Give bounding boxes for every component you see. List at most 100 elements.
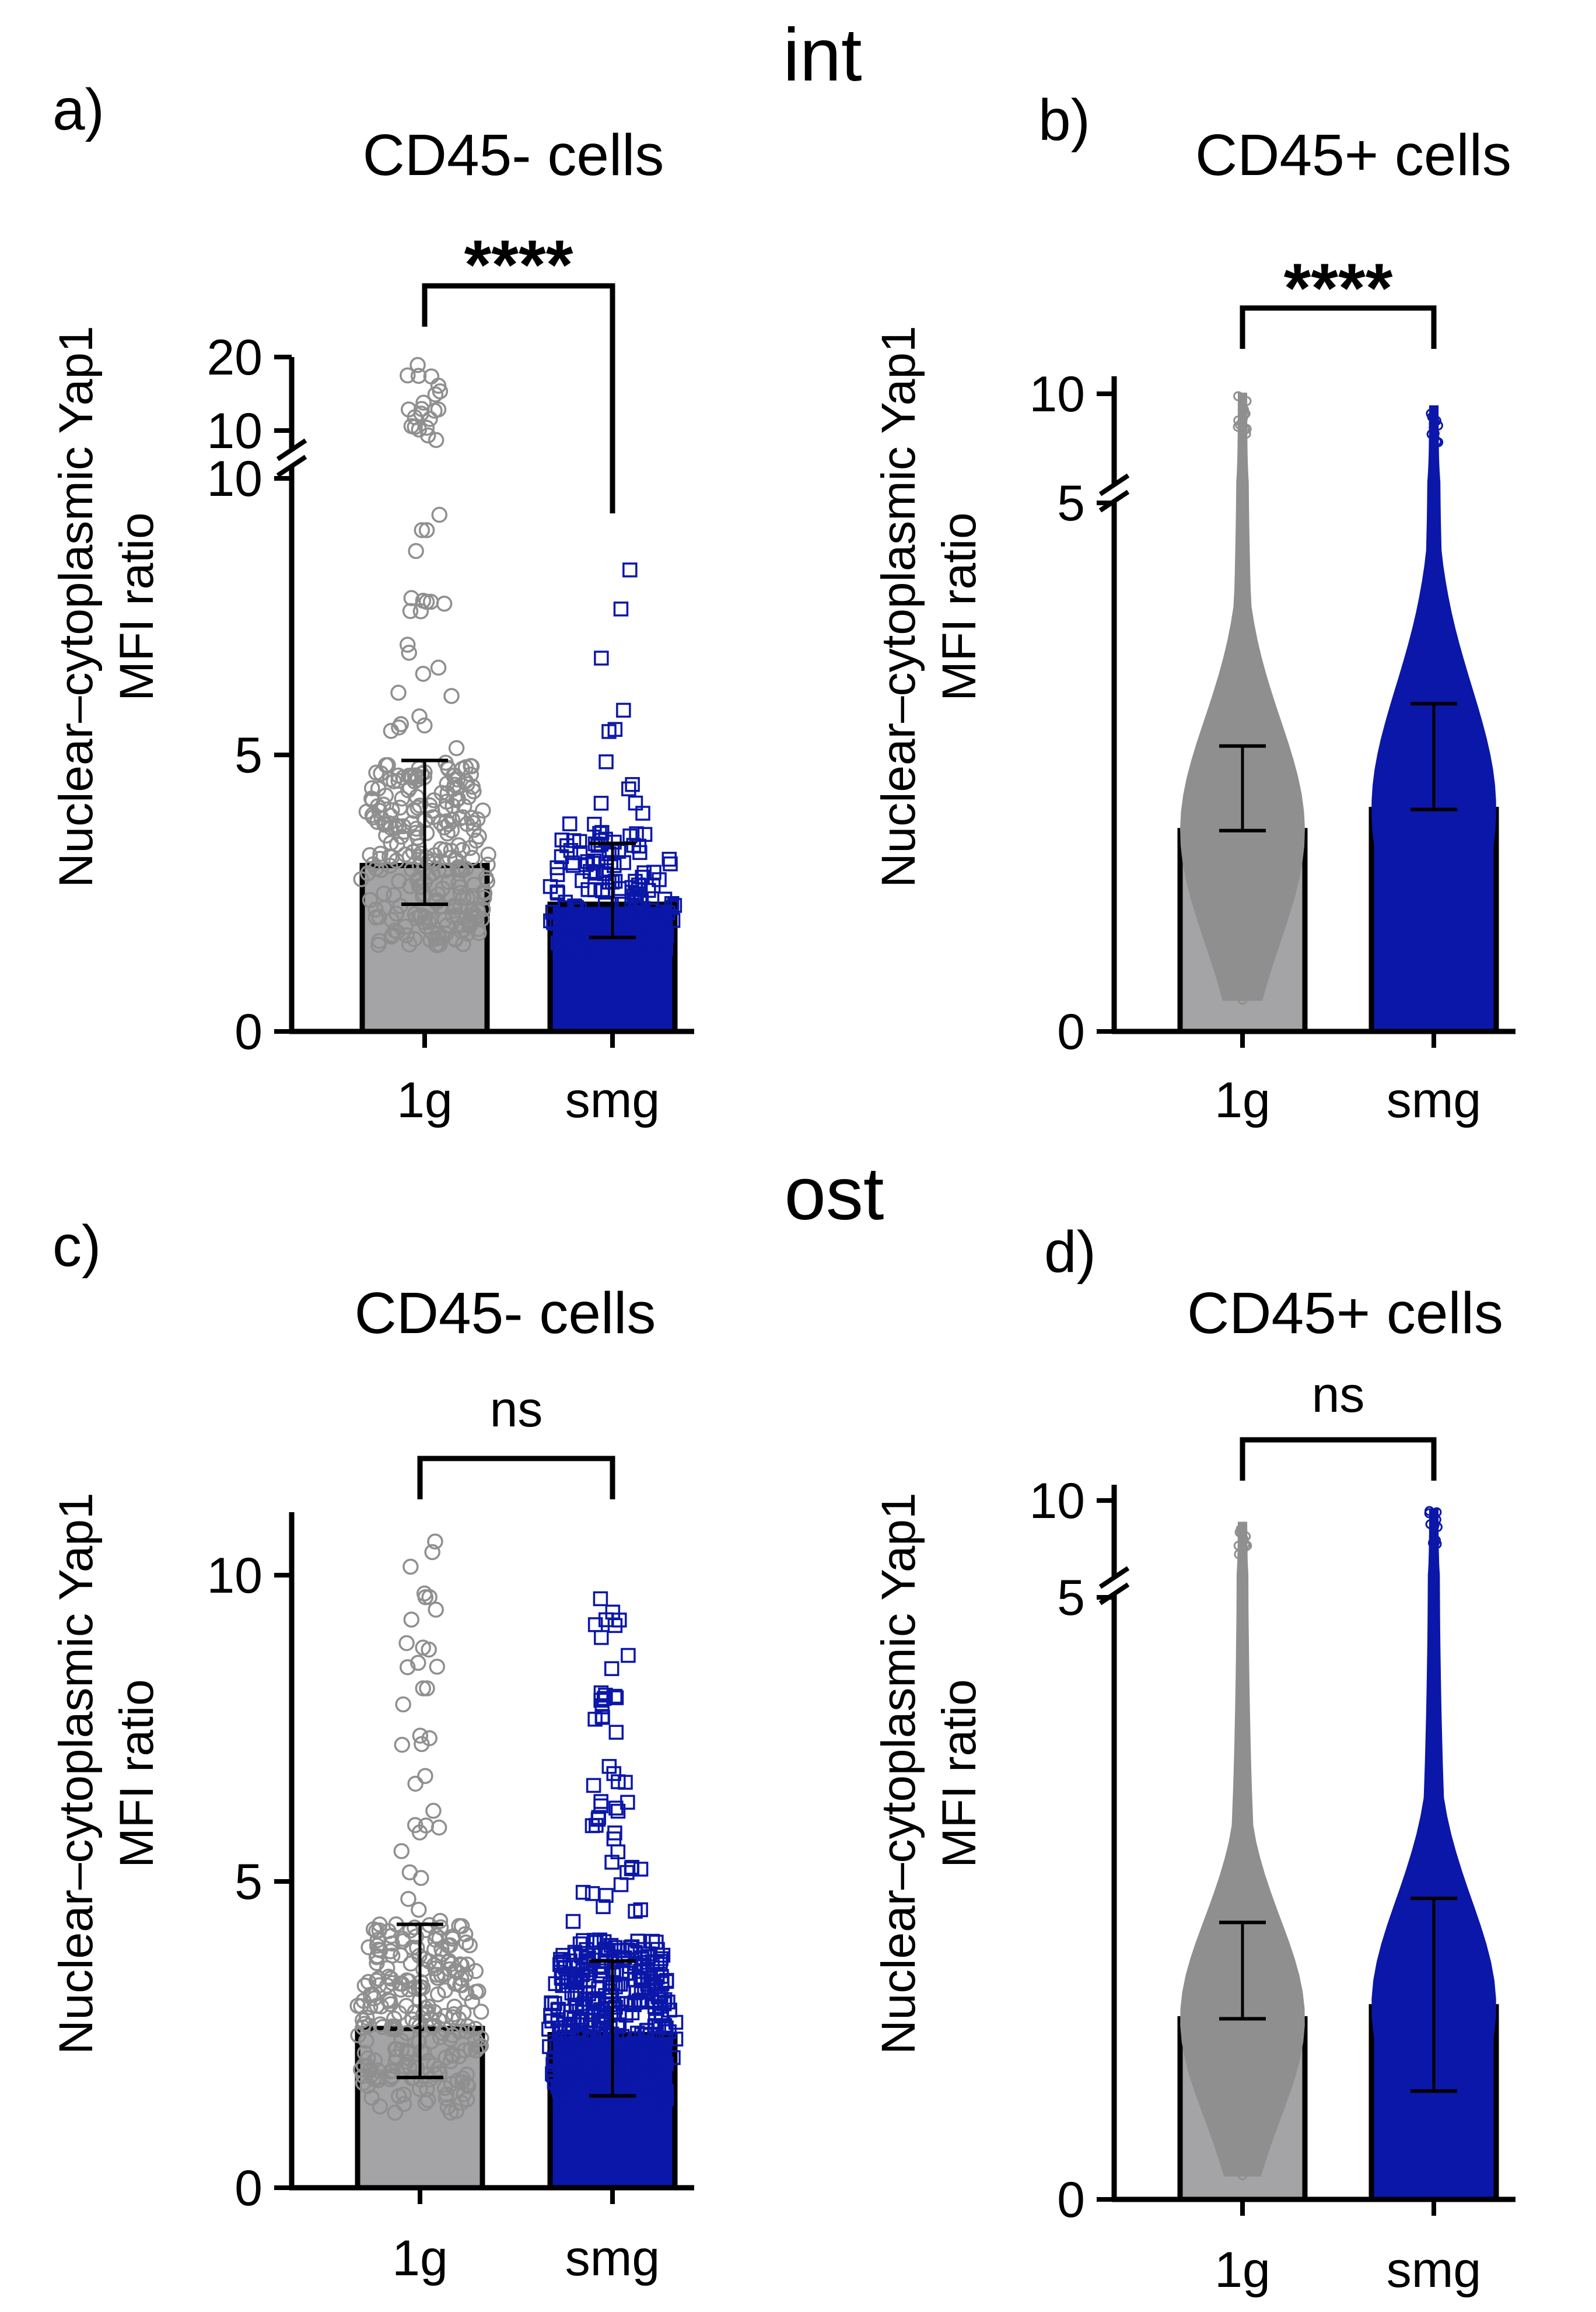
y-tick-label: 20	[206, 330, 262, 386]
point-outlier-1g	[1233, 391, 1244, 401]
point-smg	[545, 904, 561, 920]
point-1g	[414, 1736, 430, 1753]
point-1g	[461, 1937, 478, 1954]
point-smg	[564, 2065, 580, 2081]
point-smg	[573, 937, 589, 952]
point-1g	[372, 845, 388, 862]
point-1g	[434, 1946, 451, 1963]
point-1g	[400, 1891, 416, 1907]
significance-label: ****	[1284, 249, 1393, 327]
point-1g	[464, 887, 481, 904]
point-1g	[432, 936, 448, 953]
panel-a-ylabel-line1: Nuclear–cytoplasmic Yap1	[50, 326, 103, 887]
point-1g	[437, 2021, 453, 2038]
point-smg	[593, 1591, 608, 1607]
point-1g	[360, 2017, 377, 2034]
point-1g	[443, 2053, 459, 2069]
point-1g	[391, 799, 408, 816]
point-smg	[648, 2018, 663, 2033]
panel-d-ylabel-line1: Nuclear–cytoplasmic Yap1	[872, 1492, 925, 2054]
point-smg	[657, 2018, 673, 2033]
point-smg	[550, 860, 565, 876]
point-1g	[386, 2019, 402, 2035]
point-smg	[580, 2064, 596, 2079]
point-1g	[436, 819, 453, 836]
point-1g	[428, 432, 444, 449]
point-1g	[391, 719, 407, 736]
point-smg	[593, 833, 608, 848]
point-smg	[593, 796, 609, 811]
point-1g	[451, 2048, 467, 2065]
point-1g	[423, 2033, 440, 2049]
point-smg	[626, 2057, 641, 2073]
point-1g	[420, 914, 437, 930]
point-1g	[411, 1824, 428, 1841]
point-1g	[474, 901, 491, 918]
point-1g	[457, 861, 474, 877]
y-tick-label: 0	[1057, 2172, 1085, 2228]
panel-d-title: CD45+ cells	[1187, 1281, 1503, 1346]
panel-c-ylabel: Nuclear–cytoplasmic Yap1 MFI ratio	[50, 1492, 163, 2054]
point-smg	[579, 2099, 594, 2115]
significance-label: ns	[490, 1381, 543, 1437]
point-smg	[604, 1855, 620, 1870]
y-tick-label: 5	[1057, 1570, 1085, 1626]
point-smg	[584, 1886, 600, 1901]
point-1g	[459, 2023, 475, 2040]
point-smg	[624, 2005, 640, 2021]
point-1g	[457, 759, 474, 775]
point-1g	[410, 368, 427, 384]
point-smg	[626, 910, 642, 925]
point-1g	[480, 847, 496, 863]
point-1g	[453, 1977, 470, 1993]
point-1g	[466, 783, 482, 800]
x-tick-label: smg	[1387, 1072, 1481, 1128]
point-smg	[607, 873, 623, 889]
point-outlier-1g	[1239, 410, 1250, 420]
point-smg	[645, 2100, 660, 2115]
point-smg	[598, 754, 614, 769]
point-smg	[569, 2074, 584, 2090]
point-smg	[594, 1699, 610, 1715]
point-1g	[441, 849, 458, 866]
point-1g	[382, 1996, 399, 2013]
point-1g	[471, 2039, 487, 2056]
point-smg	[597, 1942, 613, 1957]
point-1g	[419, 1680, 435, 1697]
axis-break-mark	[1098, 1566, 1130, 1589]
x-tick-label: 1g	[397, 1072, 453, 1128]
point-1g	[402, 1955, 419, 1972]
point-1g	[407, 906, 424, 922]
point-smg	[639, 917, 654, 933]
significance-bracket	[417, 1456, 615, 1499]
point-smg	[632, 893, 648, 908]
point-smg	[645, 1933, 660, 1949]
y-tick-label: 5	[235, 1854, 262, 1910]
point-smg	[608, 1690, 624, 1705]
point-1g	[463, 2041, 479, 2058]
x-tick-label: smg	[565, 2230, 660, 2286]
point-1g	[448, 2103, 465, 2119]
point-outlier-1g	[1238, 1534, 1249, 1544]
y-tick-label: 5	[235, 727, 262, 784]
point-smg	[636, 936, 652, 952]
point-smg	[601, 1759, 617, 1774]
point-smg	[594, 1630, 609, 1645]
panel-a: a) CD45- cells Nuclear–cytoplasmic Yap1 …	[50, 77, 694, 1128]
point-smg	[542, 879, 558, 894]
point-smg	[577, 2047, 592, 2062]
point-1g	[412, 845, 429, 862]
point-1g	[398, 2025, 415, 2041]
point-outlier-smg	[1433, 437, 1444, 447]
point-1g	[399, 636, 416, 653]
point-outlier-smg	[1433, 420, 1443, 431]
y-tick-label: 10	[1029, 366, 1085, 422]
y-tick-label: 5	[1057, 475, 1085, 531]
point-smg	[576, 1996, 592, 2012]
point-1g	[446, 1998, 463, 2015]
point-smg	[596, 1934, 612, 1949]
point-1g	[360, 2058, 377, 2075]
point-smg	[556, 942, 572, 957]
point-1g	[409, 1940, 425, 1956]
